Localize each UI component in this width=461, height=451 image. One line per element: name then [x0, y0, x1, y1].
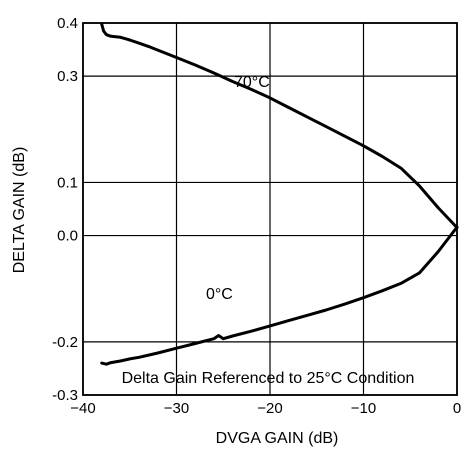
- x-axis-label: DVGA GAIN (dB): [216, 430, 339, 447]
- annotation-70c: 70°C: [234, 74, 270, 91]
- x-tick-label: −20: [257, 400, 282, 417]
- x-tick-labels: −40 −30 −20 −10 0: [70, 400, 461, 417]
- series-line-0c: [100, 225, 459, 366]
- y-tick-label: 0.3: [57, 68, 78, 85]
- x-tick-label: −10: [351, 400, 376, 417]
- y-tick-label: 0.4: [57, 15, 78, 32]
- y-tick-label: 0.0: [57, 228, 78, 245]
- series-line-70c: [100, 22, 459, 230]
- series-group: [100, 22, 459, 366]
- annotation-0c: 0°C: [206, 286, 233, 303]
- grid: [82, 22, 458, 396]
- y-tick-label: 0.1: [57, 174, 78, 191]
- y-tick-label: -0.2: [52, 334, 78, 351]
- y-tick-labels: -0.3 -0.2 0.0 0.1 0.3 0.4: [52, 15, 78, 404]
- y-axis-label: DELTA GAIN (dB): [11, 147, 28, 274]
- plot-frame: [82, 22, 458, 396]
- x-tick-label: −40: [70, 400, 95, 417]
- y-tick-label: -0.3: [52, 387, 78, 404]
- x-tick-label: 0: [453, 400, 461, 417]
- annotation-reference-note: Delta Gain Referenced to 25°C Condition: [122, 370, 415, 387]
- x-tick-label: −30: [164, 400, 189, 417]
